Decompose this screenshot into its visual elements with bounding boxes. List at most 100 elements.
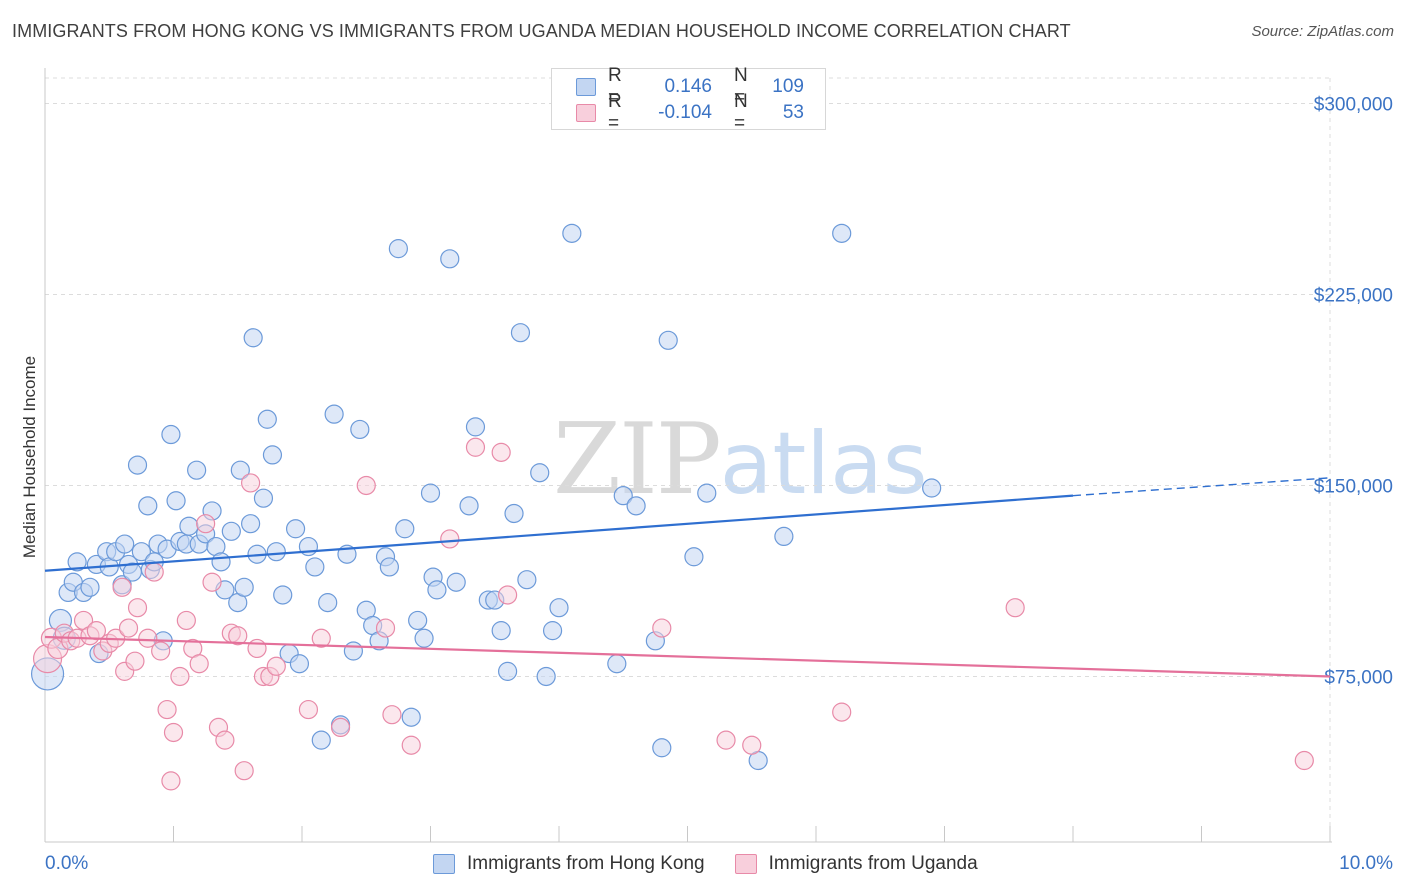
hong-kong-point [211,552,231,572]
hong-kong-point [234,577,254,597]
hong-kong-point [530,463,550,483]
hong-kong-point [324,404,344,424]
hong-kong-point [289,654,310,674]
uganda-point [241,473,261,493]
hong-kong-point [607,654,627,674]
uganda-point [247,638,267,659]
x-tick-label: 0.0% [45,853,88,874]
hong-kong-point [536,666,556,687]
uganda-point [742,735,762,755]
uganda-point [215,730,235,750]
hong-kong-point [542,621,563,641]
hong-kong-point [138,496,158,516]
uganda-point [356,475,376,496]
uganda-point [465,437,486,457]
hong-kong-point [440,249,460,269]
y-tick-label: $300,000 [1314,94,1393,115]
uganda-point [1294,750,1314,771]
watermark-atlas: atlas [719,414,928,514]
legend-item-hong-kong: Immigrants from Hong Kong [433,853,705,875]
uganda-point [266,656,286,676]
stats-legend: R = 0.146 N = 109 R = -0.104 N = 53 [551,65,826,134]
legend-label: Immigrants from Uganda [768,853,978,874]
uganda-point [118,618,139,638]
uganda-point [652,618,672,638]
hong-kong-point [379,557,399,577]
hong-kong-point [311,730,331,750]
r-label: R = [608,65,622,108]
hong-kong-point [187,460,207,480]
hong-kong-point [697,483,717,503]
uganda-point [498,585,518,605]
hong-kong-point [613,486,633,506]
hong-kong-point [401,707,421,727]
hong-kong-point [446,572,466,592]
y-tick-label: $225,000 [1314,285,1393,306]
uganda-point [330,717,351,738]
uganda-point [1005,598,1025,618]
hong-kong-point [318,593,338,613]
uganda-point [202,572,222,592]
source-label: Source: ZipAtlas.com [1251,23,1394,40]
r-value: 0.146 [664,76,712,97]
stats-row-hong-kong: R = 0.146 N = 109 [576,65,804,108]
hong-kong-point [459,496,479,516]
hong-kong-point [166,491,186,511]
legend-swatch-pink [576,104,596,122]
hong-kong-point [262,445,283,465]
hong-kong-point [285,519,306,539]
hong-kong-point [498,661,518,681]
hong-kong-point [395,519,415,539]
stats-row-uganda: R = -0.104 N = 53 [576,91,804,134]
legend-swatch-pink [734,854,757,874]
hong-kong-point [230,460,250,480]
hong-kong-point [832,223,852,243]
uganda-trend-line [44,635,1331,678]
series-legend: Immigrants from Hong Kong Immigrants fro… [433,850,1008,878]
hong-kong-point [80,577,100,597]
hong-kong-point [67,552,87,572]
hong-kong-point [161,424,181,445]
uganda-point [161,771,181,791]
hong-kong-point [491,621,511,641]
uganda-point [176,610,196,631]
hong-kong-point [115,534,135,554]
uganda-point [138,628,158,648]
uganda-point [491,442,511,462]
uganda-point [125,651,145,671]
n-value: 109 [772,76,804,97]
uganda-point [157,699,177,720]
legend-item-uganda: Immigrants from Uganda [734,853,978,875]
uganda-point [298,699,319,720]
uganda-point [311,628,331,648]
hong-kong-point [922,478,942,498]
x-tick-label: 10.0% [1339,853,1393,874]
uganda-point [440,529,460,549]
uganda-point [189,654,209,674]
y-axis-label: Median Household Income [20,355,39,559]
hong-kong-point [266,542,286,562]
legend-swatch-blue [576,78,596,96]
chart-title: IMMIGRANTS FROM HONG KONG VS IMMIGRANTS … [12,21,1071,41]
hong-kong-point [517,570,537,590]
uganda-point [196,514,216,534]
n-label: N = [734,65,748,108]
hong-kong-point [305,557,325,577]
legend-label: Immigrants from Hong Kong [467,853,705,874]
uganda-point [144,562,164,582]
uganda-point [234,761,254,781]
uganda-point [401,735,421,755]
hong-kong-point [510,323,531,343]
hong-kong-point [127,455,148,475]
r-value: -0.104 [658,102,712,123]
uganda-point [375,618,396,638]
uganda-point [228,626,248,646]
hong-kong-point [408,610,428,631]
uganda-point [170,666,190,687]
n-value: 53 [782,102,804,123]
hong-kong-point [658,330,678,350]
hong-kong-point [504,503,524,524]
hong-kong-point [343,641,363,661]
hong-kong-point [179,516,199,536]
